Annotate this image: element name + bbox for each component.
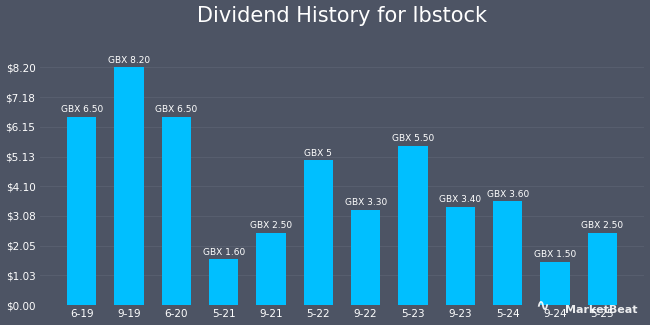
Bar	[493, 201, 523, 305]
Text: GBX 1.50: GBX 1.50	[534, 251, 576, 259]
Title: Dividend History for Ibstock: Dividend History for Ibstock	[197, 6, 487, 26]
Text: GBX 5.50: GBX 5.50	[392, 135, 434, 143]
Bar	[67, 117, 96, 305]
Bar	[209, 259, 239, 305]
Text: ∿: ∿	[536, 297, 549, 315]
Text: MarketBeat: MarketBeat	[564, 305, 637, 315]
Text: GBX 3.40: GBX 3.40	[439, 195, 482, 204]
Text: GBX 3.30: GBX 3.30	[344, 198, 387, 207]
Text: GBX 6.50: GBX 6.50	[155, 105, 198, 114]
Bar	[304, 160, 333, 305]
Text: GBX 3.60: GBX 3.60	[486, 189, 528, 199]
Text: GBX 2.50: GBX 2.50	[581, 221, 623, 230]
Text: GBX 8.20: GBX 8.20	[108, 56, 150, 65]
Text: GBX 5: GBX 5	[304, 149, 332, 158]
Bar	[351, 210, 380, 305]
Bar	[256, 233, 286, 305]
Bar	[588, 233, 617, 305]
Bar	[398, 146, 428, 305]
Text: GBX 2.50: GBX 2.50	[250, 221, 292, 230]
Bar	[540, 262, 569, 305]
Text: GBX 6.50: GBX 6.50	[60, 105, 103, 114]
Text: GBX 1.60: GBX 1.60	[203, 248, 245, 256]
Bar	[114, 68, 144, 305]
Bar	[162, 117, 191, 305]
Bar	[446, 207, 475, 305]
